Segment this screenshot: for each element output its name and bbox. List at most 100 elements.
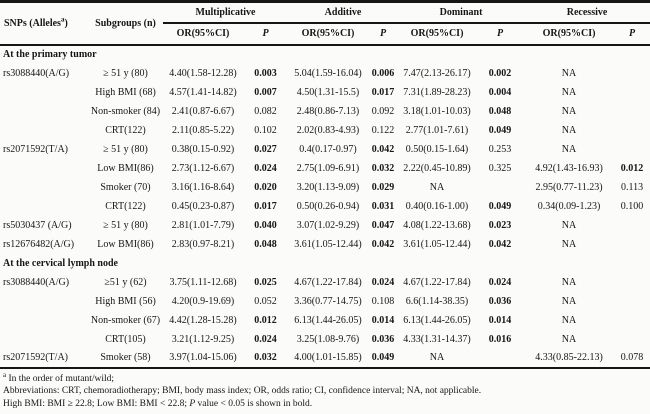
or-ci-cell: 2.41(0.87-6.67) [171,105,235,117]
subgroup-cell: ≥ 51 y (80) [103,143,148,155]
subgroup-cell: ≥ 51 y (80) [103,219,148,231]
p-value-cell: 0.052 [254,295,277,307]
p-value-cell [614,235,650,254]
col-header-p-additive: P [368,22,399,46]
p-value-cell: 0.032 [371,162,395,174]
or-ci-cell: 3.36(0.77-14.75) [294,295,362,307]
footnotes: a In the order of mutant/wild; Abbreviat… [0,369,650,411]
or-ci-cell: NA [561,276,577,288]
or-ci-cell: 3.97(1.04-15.06) [169,352,237,363]
p-value-cell: 0.042 [488,238,512,250]
or-ci-cell: 2.81(1.01-7.79) [171,219,235,231]
or-ci-cell: NA [561,238,577,250]
col-header-or-multiplicative: OR(95%CI) [163,22,243,46]
snp-cell [0,311,88,330]
subgroup-cell: Smoker (58) [100,352,151,363]
or-ci-cell: 4.67(1.22-17.84) [294,276,362,288]
or-ci-cell: 4.40(1.58-12.28) [169,67,237,79]
p-value-cell: 0.325 [488,162,512,174]
subgroup-cell: CRT(122) [105,200,146,212]
subgroup-cell: Low BMI(86) [97,162,154,174]
or-ci-cell: 3.18(1.01-10.03) [403,105,471,117]
table-row: rs3088440(A/G) ≥51 y (62) 3.75(1.11-12.68)… [0,273,650,292]
p-value-cell: 0.078 [620,352,644,363]
or-ci-cell: NA [429,352,445,363]
or-ci-cell: 4.33(1.31-14.37) [403,333,471,345]
or-ci-cell: 2.22(0.45-10.89) [403,162,471,174]
footnote-allele-order: a In the order of mutant/wild; [3,370,115,384]
p-value-cell: 0.020 [254,181,277,193]
or-ci-cell: NA [561,295,577,307]
p-value-cell: 0.042 [371,143,395,155]
p-value-cell: 0.082 [254,105,277,117]
snp-cell: rs12676482(A/G) [3,238,75,250]
col-header-snps: SNPs (Allelesa) [0,1,88,46]
or-ci-cell: 4.50(1.31-15.5) [296,86,360,98]
or-ci-cell: 3.20(1.13-9.09) [296,181,360,193]
p-value-cell: 0.014 [371,314,395,326]
p-value-cell: 0.048 [254,238,277,250]
subgroup-cell: Low BMI(86) [97,238,154,250]
col-header-or-dominant: OR(95%CI) [398,22,477,46]
table-row: Non-smoker (67) 4.42(1.28-15.28) 0.012 6.13… [0,311,650,330]
p-value-cell: 0.047 [371,219,395,231]
snp-cell [0,83,88,102]
p-value-cell: 0.102 [254,124,277,136]
p-value-cell: 0.006 [371,67,395,79]
or-ci-cell: 0.4(0.17-0.97) [299,143,357,155]
section-row: At the cervical lymph node [0,254,650,273]
p-value-cell: 0.004 [488,86,512,98]
or-ci-cell: 4.67(1.22-17.84) [403,276,471,288]
p-value-cell [614,121,650,140]
or-ci-cell: NA [561,143,577,155]
table-row: Non-smoker (84) 2.41(0.87-6.67) 0.082 2.48(… [0,102,650,121]
p-value-cell: 0.032 [254,352,277,363]
or-ci-cell: 0.50(0.26-0.94) [296,200,360,212]
p-value-cell [614,311,650,330]
subgroup-cell: Non-smoker (67) [90,314,161,326]
p-value-cell: 0.029 [371,181,395,193]
subgroup-cell: Smoker (70) [100,181,151,193]
p-value-cell: 0.036 [488,295,512,307]
or-ci-cell: NA [561,86,577,98]
or-ci-cell: 0.45(0.23-0.87) [171,200,235,212]
p-value-cell: 0.042 [371,238,395,250]
p-value-cell [614,83,650,102]
or-ci-cell: 3.21(1.12-9.25) [171,333,235,345]
or-ci-cell: 0.50(0.15-1.64) [405,143,469,155]
col-header-p-multiplicative: P [243,22,288,46]
section-label: At the cervical lymph node [3,257,118,269]
table-body: At the primary tumor rs3088440(A/G) ≥ 51 y… [0,45,650,368]
or-ci-cell: 0.38(0.15-0.92) [171,143,235,155]
or-ci-cell: 2.77(1.01-7.61) [405,124,469,136]
p-value-cell: 0.007 [254,86,277,98]
table-row: High BMI (56) 4.20(0.9-19.69) 0.052 3.36(0.… [0,292,650,311]
snp-cell: rs5030437 (A/G) [3,219,72,231]
p-value-cell: 0.003 [254,67,277,79]
p-value-cell: 0.092 [371,105,395,117]
snp-cell [0,102,88,121]
snp-association-table: SNPs (Allelesa) Subgroups (n) Multiplica… [0,0,650,369]
or-ci-cell: NA [429,181,445,193]
table-row: rs2071592(T/A) Smoker (58) 3.97(1.04-15.06… [0,349,650,368]
or-ci-cell: NA [561,105,577,117]
or-ci-cell: 5.04(1.59-16.04) [294,67,362,79]
p-value-cell: 0.048 [488,105,512,117]
snp-cell [0,159,88,178]
p-value-cell: 0.253 [488,143,512,155]
p-value-cell: 0.025 [254,276,277,288]
p-value-cell: 0.012 [254,314,277,326]
p-value-cell [614,330,650,349]
subgroup-cell: CRT(122) [105,124,146,136]
snp-cell [0,292,88,311]
p-value-cell: 0.017 [254,200,277,212]
table-row: Smoker (70) 3.16(1.16-8.64) 0.020 3.20(1.13… [0,178,650,197]
or-ci-cell: 6.6(1.14-38.35) [405,295,469,307]
snp-cell [0,121,88,140]
p-value-cell: 0.014 [488,314,512,326]
subgroup-cell: Non-smoker (84) [90,105,161,117]
or-ci-cell: NA [561,333,577,345]
or-ci-cell: NA [561,124,577,136]
or-ci-cell: 4.92(1.43-16.93) [535,162,603,174]
col-header-additive: Additive [288,1,399,24]
